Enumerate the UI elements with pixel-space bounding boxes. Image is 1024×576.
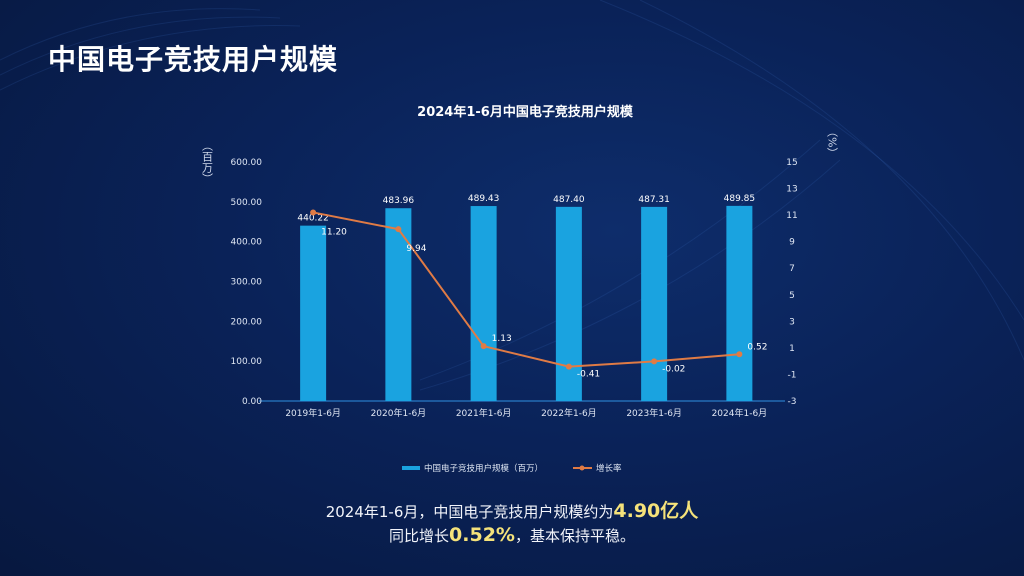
- page-title: 中国电子竞技用户规模: [48, 43, 339, 76]
- bar: [300, 225, 327, 401]
- x-tick-label: 2023年1-6月: [626, 407, 682, 419]
- summary-line-2: 同比增长0.52%，基本保持平稳。: [0, 524, 1024, 546]
- left-tick-label: 0.00: [242, 397, 262, 407]
- right-tick-label: 3: [789, 317, 795, 327]
- right-axis-label: （%）: [826, 126, 839, 158]
- growth-point: [395, 226, 402, 233]
- summary-highlight-growth: 0.52%: [449, 524, 515, 546]
- chart-title: 2024年1-6月中国电子竞技用户规模: [417, 104, 634, 120]
- right-tick-label: 11: [786, 211, 797, 221]
- right-tick-label: 7: [789, 264, 795, 274]
- growth-data-label: 0.52: [747, 342, 767, 352]
- growth-data-label: -0.41: [577, 370, 600, 380]
- bar: [470, 206, 497, 401]
- growth-data-label: -0.02: [662, 364, 685, 374]
- summary-text: ，基本保持平稳。: [514, 527, 635, 545]
- x-tick-label: 2019年1-6月: [285, 407, 341, 419]
- growth-data-label: 11.20: [321, 227, 347, 237]
- bar-data-label: 489.85: [724, 194, 756, 204]
- legend-line-marker: [579, 465, 585, 471]
- summary-line-1: 2024年1-6月，中国电子竞技用户规模约为4.90亿人: [0, 496, 1024, 523]
- bar: [641, 206, 668, 401]
- bar-data-label: 487.31: [638, 195, 670, 205]
- growth-data-label: 9.94: [406, 244, 426, 254]
- bar: [726, 205, 753, 401]
- legend-bar-swatch: [402, 466, 420, 470]
- growth-point: [310, 209, 317, 216]
- right-tick-label: 9: [789, 238, 795, 248]
- x-tick-label: 2024年1-6月: [712, 407, 768, 419]
- bar-data-label: 483.96: [383, 196, 415, 206]
- legend-line-label: 增长率: [596, 463, 622, 474]
- right-tick-label: -3: [788, 397, 797, 407]
- left-tick-label: 200.00: [231, 317, 263, 327]
- right-tick-label: -1: [788, 370, 797, 380]
- summary-text: 2024年1-6月，中国电子竞技用户规模约为: [325, 503, 614, 521]
- x-tick-label: 2020年1-6月: [371, 407, 427, 419]
- right-tick-label: 13: [786, 185, 797, 195]
- growth-point: [651, 358, 658, 365]
- growth-data-label: 1.13: [492, 334, 512, 344]
- left-tick-label: 300.00: [231, 278, 263, 288]
- x-tick-label: 2022年1-6月: [541, 407, 597, 419]
- growth-point: [565, 363, 572, 370]
- right-tick-label: 15: [786, 158, 797, 168]
- growth-line: [312, 211, 740, 368]
- left-tick-label: 100.00: [231, 357, 263, 367]
- bar-data-label: 440.22: [297, 214, 329, 224]
- bar-data-label: 487.40: [553, 195, 585, 205]
- left-tick-label: 600.00: [231, 158, 263, 168]
- right-tick-label: 5: [789, 291, 795, 301]
- left-tick-label: 500.00: [231, 198, 263, 208]
- summary-highlight-users: 4.90亿人: [613, 500, 699, 522]
- right-tick-label: 1: [789, 344, 795, 354]
- legend-bar-label: 中国电子竞技用户规模（百万）: [424, 463, 543, 474]
- x-tick-label: 2021年1-6月: [456, 407, 512, 419]
- left-axis-label: （百万）: [201, 140, 214, 184]
- growth-point: [480, 343, 487, 350]
- growth-point: [736, 351, 743, 358]
- bar: [385, 208, 412, 401]
- summary-text: 同比增长: [389, 527, 450, 545]
- bar-data-label: 489.43: [468, 194, 500, 204]
- left-tick-label: 400.00: [231, 238, 263, 248]
